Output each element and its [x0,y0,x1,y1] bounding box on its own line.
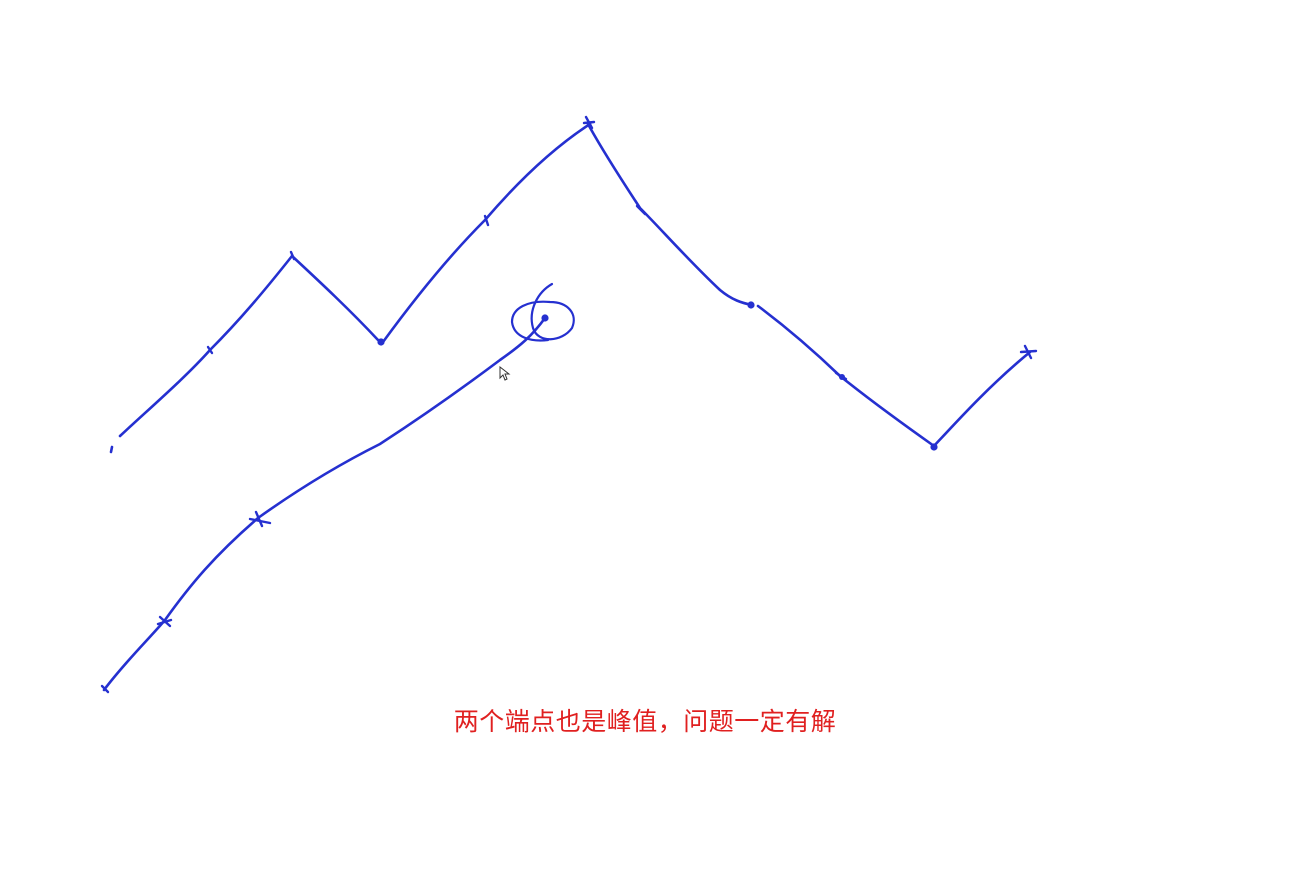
tick-mark [582,115,596,130]
upper-curve-ticks [206,115,1038,381]
tick-mark [483,214,490,227]
tick-mark [248,510,272,528]
tick-mark [206,345,214,355]
upper-curve-segment-left-rise [109,254,294,454]
point-dot [839,374,845,380]
tick-mark [100,684,110,694]
tick-mark [635,204,647,216]
upper-curve-segment-valley [290,254,385,344]
upper-mountain-curve [109,122,1032,454]
upper-curve-segment-main-rise [381,122,592,344]
tick-mark [1019,344,1038,360]
mouse-pointer-icon [499,365,511,386]
subtitle-caption: 两个端点也是峰值，问题一定有解 [453,707,837,736]
endpoint-dot [541,314,549,322]
lower-increasing-curve [102,316,547,692]
point-dot [377,338,385,346]
upper-curve-segment-descent [586,122,754,307]
tick-mark [289,250,296,261]
upper-curve-dots [377,301,938,451]
point-dot [930,443,938,451]
upper-curve-segment-right-rise [932,350,1032,448]
circle-stroke [510,282,575,342]
tick-mark [156,615,173,628]
upper-curve-segment-lower-descent [756,304,936,448]
endpoint-highlight-circle [510,282,575,342]
point-dot [747,301,755,309]
lower-curve-ticks [100,510,272,694]
lower-curve-line [102,316,547,692]
